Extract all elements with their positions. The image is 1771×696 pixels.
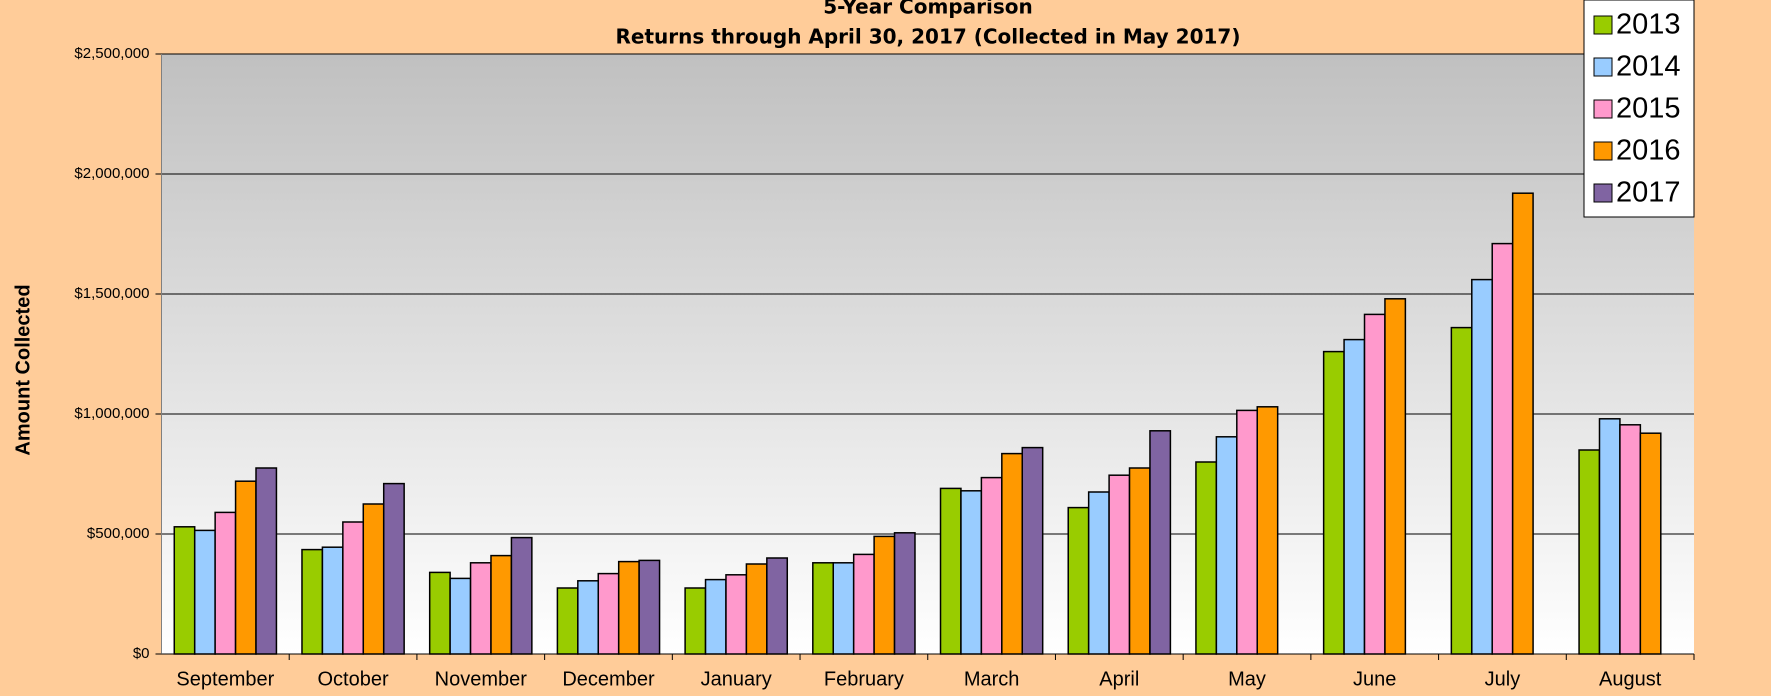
x-tick-label: September — [176, 668, 274, 690]
bar — [832, 562, 855, 655]
bar — [1450, 326, 1473, 655]
bar — [638, 559, 661, 655]
legend-swatch — [1593, 57, 1613, 77]
bar — [725, 574, 748, 655]
bar — [255, 467, 278, 655]
bar — [1001, 452, 1024, 655]
bar — [766, 557, 789, 655]
x-tick-label: August — [1599, 668, 1662, 690]
x-tick-label: July — [1485, 668, 1521, 690]
bar — [812, 562, 834, 655]
bar — [510, 536, 533, 655]
y-tick-label: $0 — [133, 645, 150, 662]
bar — [852, 553, 875, 655]
legend-label: 2017 — [1616, 177, 1681, 209]
legend-swatch — [1593, 183, 1613, 203]
bar — [173, 526, 196, 655]
bar — [301, 548, 324, 655]
bar — [1021, 446, 1044, 655]
bar — [577, 580, 600, 655]
bar — [556, 587, 579, 655]
y-tick-label: $1,500,000 — [74, 285, 149, 302]
bar — [1578, 449, 1601, 655]
bar — [382, 482, 405, 655]
bar — [1256, 406, 1279, 655]
bar — [1598, 418, 1621, 655]
legend-label: 2014 — [1616, 51, 1681, 83]
bar — [1236, 409, 1258, 655]
bar — [597, 572, 620, 655]
legend-swatch — [1593, 141, 1613, 161]
bar — [873, 535, 896, 655]
bar — [1491, 242, 1514, 655]
y-tick-label: $2,000,000 — [74, 165, 149, 182]
y-axis-label: Amount Collected — [12, 284, 34, 455]
bar — [234, 480, 257, 655]
bar — [321, 546, 344, 655]
y-tick-label: $500,000 — [87, 525, 150, 542]
bar — [1215, 436, 1238, 655]
bar — [1195, 461, 1218, 655]
bar — [1149, 430, 1172, 655]
bar — [1128, 467, 1151, 655]
x-tick-label: March — [964, 668, 1020, 690]
plot-area — [161, 54, 1694, 654]
bar — [1363, 313, 1386, 655]
bar — [1067, 506, 1090, 655]
bar — [362, 503, 385, 655]
y-tick-label: $2,500,000 — [74, 45, 149, 62]
legend-label: 2016 — [1616, 135, 1681, 167]
x-tick-label: June — [1353, 668, 1396, 690]
bar — [745, 563, 768, 655]
bar — [1108, 474, 1131, 655]
bar — [893, 532, 916, 655]
bar — [490, 554, 513, 655]
legend-label: 2015 — [1616, 93, 1681, 125]
bar — [214, 511, 237, 655]
x-tick-label: April — [1099, 668, 1139, 690]
chart-title: 5-Year Comparison — [823, 0, 1032, 19]
legend-label: 2013 — [1616, 9, 1681, 41]
bar — [617, 560, 640, 655]
bar — [1384, 298, 1407, 655]
legend-swatch — [1593, 99, 1613, 119]
x-tick-label: May — [1228, 668, 1266, 690]
bar — [469, 562, 492, 655]
bar — [1322, 350, 1345, 655]
bar — [428, 571, 451, 655]
bar — [1619, 424, 1642, 655]
bar — [1087, 491, 1110, 655]
x-tick-label: December — [562, 668, 655, 690]
bar — [1471, 278, 1493, 655]
bar — [1511, 192, 1534, 655]
bar — [342, 521, 365, 655]
bar — [684, 587, 707, 655]
bar — [1639, 432, 1662, 655]
bar — [939, 487, 962, 655]
chart-subtitle: Returns through April 30, 2017 (Collecte… — [616, 25, 1241, 49]
legend-swatch — [1593, 15, 1613, 35]
y-tick-label: $1,000,000 — [74, 405, 149, 422]
x-tick-label: October — [317, 668, 388, 690]
bar — [980, 476, 1003, 655]
x-tick-label: January — [701, 668, 772, 690]
bar — [1343, 338, 1366, 655]
x-tick-label: February — [824, 668, 904, 690]
bar — [960, 490, 983, 655]
bar — [704, 578, 727, 655]
x-tick-label: November — [435, 668, 528, 690]
bar — [449, 577, 472, 655]
bar — [193, 529, 216, 655]
